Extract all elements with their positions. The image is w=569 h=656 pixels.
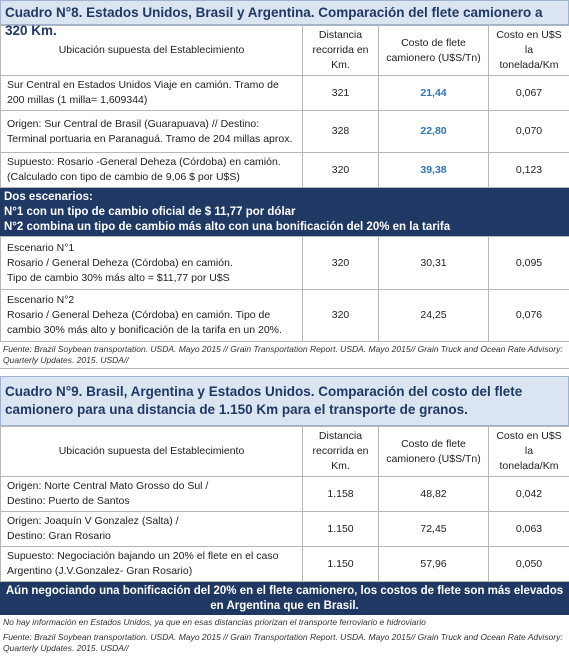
table-cell: 0,076: [489, 290, 569, 342]
table-cell: 1.150: [303, 547, 379, 582]
cell-line: Origen: Norte Central Mato Grosso do Sul…: [7, 479, 296, 494]
header-cell: Distancia recorrida en Km.: [303, 427, 379, 477]
cell-line: Rosario / General Deheza (Córdoba) en ca…: [7, 308, 296, 338]
cell-line: Escenario N°1: [7, 241, 296, 256]
band-line: Dos escenarios:: [4, 190, 565, 205]
conclusion-band: Aún negociando una bonificación del 20% …: [0, 582, 569, 615]
cell-line: Tipo de cambio 30% más alto = $11,77 por…: [7, 271, 296, 286]
table-row: Supuesto: Negociación bajando un 20% el …: [1, 547, 569, 582]
table-cell: Origen: Joaquín V Gonzalez (Salta) /Dest…: [1, 512, 303, 547]
cell-line: Escenario N°2: [7, 293, 296, 308]
table-cell: 21,44: [379, 76, 489, 111]
cell-line: Destino: Gran Rosario: [7, 529, 296, 544]
table-row: Origen: Norte Central Mato Grosso do Sul…: [1, 477, 569, 512]
table-title: Cuadro N°8. Estados Unidos, Brasil y Arg…: [0, 0, 569, 25]
header-cell: Distancia recorrida en Km.: [303, 26, 379, 76]
cell-line: Origen: Joaquín V Gonzalez (Salta) /: [7, 514, 296, 529]
source-note: No hay información en Estados Unidos, ya…: [0, 615, 569, 630]
page: Cuadros html, body { margin: 0; padding:…: [0, 0, 569, 642]
table-cell: 48,82: [379, 477, 489, 512]
table-cell: 328: [303, 111, 379, 153]
table-cell: Sur Central en Estados Unidos Viaje en c…: [1, 76, 303, 111]
scenario-band: Dos escenarios:N°1 con un tipo de cambio…: [0, 188, 569, 236]
table-cell: 1.150: [303, 512, 379, 547]
table-cell: Origen: Norte Central Mato Grosso do Sul…: [1, 477, 303, 512]
table-cell: 320: [303, 153, 379, 188]
table-cell: 39,38: [379, 153, 489, 188]
table-cell: 30,31: [379, 237, 489, 290]
table-cell: 1.158: [303, 477, 379, 512]
header-cell: Costo de flete camionero (U$S/Tn): [379, 427, 489, 477]
band-line: N°1 con un tipo de cambio oficial de $ 1…: [4, 205, 565, 220]
table-cell: Supuesto: Negociación bajando un 20% el …: [1, 547, 303, 582]
header-cell: Costo de flete camionero (U$S/Tn): [379, 26, 489, 76]
table-block: Cuadro N°8. Estados Unidos, Brasil y Arg…: [0, 0, 569, 369]
table-row: Supuesto: Rosario -General Deheza (Córdo…: [1, 153, 569, 188]
table-cell: 0,050: [489, 547, 569, 582]
table-cell: 22,80: [379, 111, 489, 153]
table-cell: 0,123: [489, 153, 569, 188]
table-block: Cuadro N°9. Brasil, Argentina y Estados …: [0, 376, 569, 656]
table-cell: 0,063: [489, 512, 569, 547]
header-cell: Costo en U$S la tonelada/Km: [489, 427, 569, 477]
source-note: Fuente: Brazil Soybean transportation. U…: [0, 342, 569, 369]
header-cell: Costo en U$S la tonelada/Km: [489, 26, 569, 76]
band-line: N°2 combina un tipo de cambio más alto c…: [4, 220, 565, 235]
table-title: Cuadro N°9. Brasil, Argentina y Estados …: [0, 376, 569, 426]
table-row: Sur Central en Estados Unidos Viaje en c…: [1, 76, 569, 111]
table-row: Origen: Sur Central de Brasil (Guarapuav…: [1, 111, 569, 153]
table-cell: 0,067: [489, 76, 569, 111]
cell-line: Destino: Puerto de Santos: [7, 494, 296, 509]
table-cell: 320: [303, 237, 379, 290]
table-cell: Supuesto: Rosario -General Deheza (Córdo…: [1, 153, 303, 188]
table-cell: 321: [303, 76, 379, 111]
table-cell: 72,45: [379, 512, 489, 547]
table-cell: 0,095: [489, 237, 569, 290]
source-note: Fuente: Brazil Soybean transportation. U…: [0, 630, 569, 656]
table-cell: 320: [303, 290, 379, 342]
table-cell: 0,042: [489, 477, 569, 512]
table-cell: Origen: Sur Central de Brasil (Guarapuav…: [1, 111, 303, 153]
cell-line: Rosario / General Deheza (Córdoba) en ca…: [7, 256, 296, 271]
table-cell: 57,96: [379, 547, 489, 582]
table-cell: 0,070: [489, 111, 569, 153]
table-cell: 24,25: [379, 290, 489, 342]
table-row: Origen: Joaquín V Gonzalez (Salta) /Dest…: [1, 512, 569, 547]
document: {"table_1":{"title":"Cuadro N°8. Estados…: [0, 0, 569, 642]
header-cell: Ubicación supuesta del Establecimiento: [1, 427, 303, 477]
